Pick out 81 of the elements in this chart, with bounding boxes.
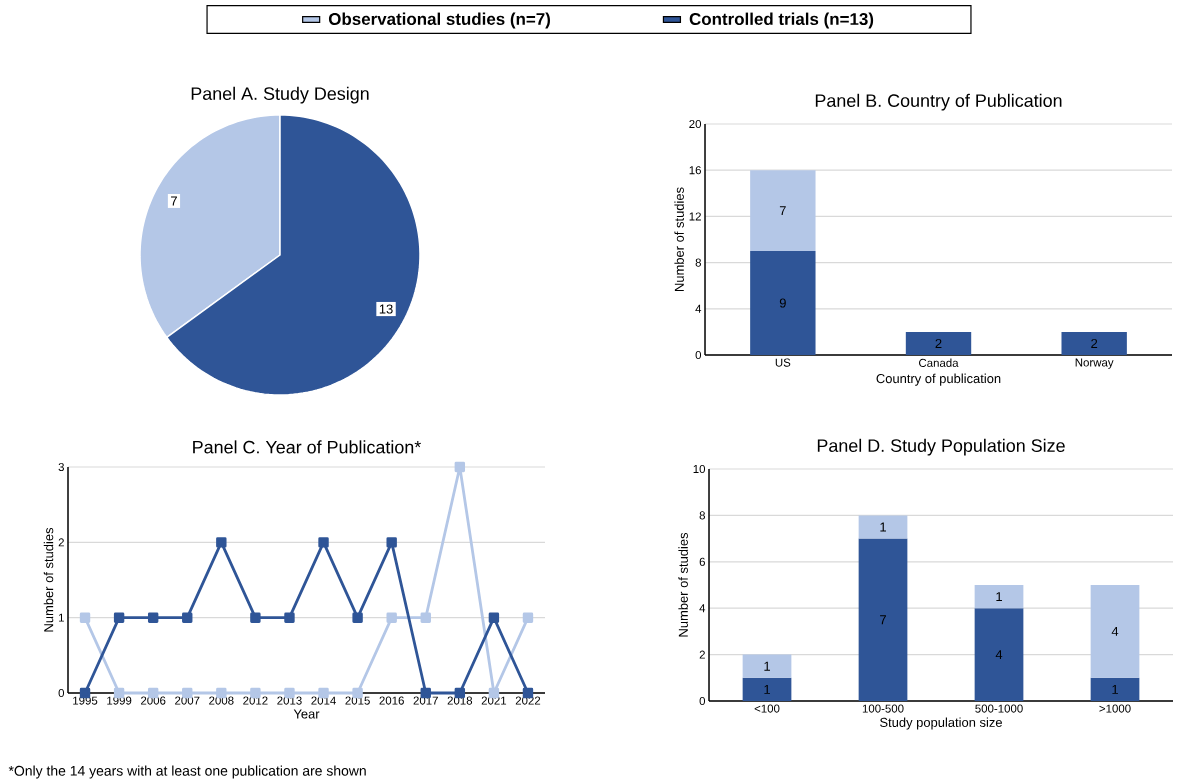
y-tick-label: 16 — [689, 166, 701, 175]
y-tick-label: 6 — [699, 557, 705, 566]
x-tick-label: Canada — [919, 358, 959, 367]
y-axis-title: Number of studies — [43, 527, 54, 632]
data-label: 4 — [1111, 626, 1119, 636]
data-label: 1 — [764, 684, 770, 694]
x-tick-label: 2006 — [141, 696, 166, 705]
text: Panel A. Study Design — [191, 86, 369, 104]
x-axis-title: Year — [293, 709, 320, 719]
bar — [742, 654, 792, 678]
y-tick-label: 12 — [689, 212, 701, 221]
chart-title: Panel B. Country of Publication — [815, 93, 1062, 111]
y-axis-title: Number of studies — [674, 187, 684, 291]
chart-title: Panel C. Year of Publication* — [193, 440, 421, 454]
data-label: 1 — [996, 592, 1002, 602]
y-tick-label: 8 — [699, 511, 705, 520]
bar — [750, 170, 816, 252]
data-label: 1 — [1112, 684, 1118, 694]
bar — [750, 251, 816, 355]
x-tick-label: 2008 — [209, 696, 234, 705]
bar — [905, 331, 972, 355]
text: *Only the 14 years with at least one publication are shown — [8, 765, 366, 779]
bar — [974, 608, 1024, 702]
y-tick-label: 1 — [58, 613, 64, 622]
bar — [1061, 331, 1127, 355]
x-tick-label: 100-500 — [862, 704, 904, 713]
data-label: 7 — [171, 196, 177, 206]
point — [386, 537, 397, 548]
bar — [858, 515, 908, 539]
y-tick-label: 0 — [699, 696, 706, 706]
x-tick-label: >1000 — [1099, 704, 1131, 713]
x-axis-title: Country of publication — [876, 373, 1001, 386]
x-tick-label: US — [775, 358, 791, 367]
bar — [1090, 677, 1140, 702]
point — [420, 612, 431, 623]
data-label: 2 — [1091, 338, 1098, 348]
point — [488, 612, 500, 623]
data-label: 2 — [935, 338, 942, 348]
x-axis-title: Study population size — [880, 717, 1002, 730]
point — [318, 537, 329, 548]
data-label: 9 — [779, 298, 786, 308]
legend-label: Observational studies (n=7) — [328, 12, 550, 29]
bar — [742, 677, 792, 702]
point — [182, 612, 193, 623]
chart-title: Panel D. Study Population Size — [817, 438, 1065, 456]
x-tick-label: 2022 — [515, 696, 541, 705]
x-tick-label: Norway — [1075, 358, 1114, 369]
bar — [858, 538, 908, 702]
y-tick-label: 0 — [695, 350, 702, 360]
data-label: 7 — [880, 615, 886, 625]
y-tick-label: 2 — [699, 650, 705, 659]
data-label: 4 — [995, 650, 1003, 660]
y-tick-label: 3 — [58, 462, 64, 472]
y-tick-label: 10 — [693, 464, 706, 474]
y-tick-label: 4 — [695, 304, 702, 313]
point — [454, 461, 466, 473]
data-label: 13 — [379, 304, 393, 314]
y-axis-title: Number of studies — [678, 532, 688, 637]
bar — [1090, 585, 1140, 678]
point — [522, 612, 534, 623]
data-label: 1 — [880, 522, 886, 532]
y-tick-label: 20 — [689, 119, 702, 129]
point — [386, 612, 397, 623]
point — [147, 612, 159, 623]
data-label: 1 — [764, 661, 770, 671]
y-tick-label: 0 — [58, 688, 65, 698]
x-tick-label: 2016 — [379, 696, 404, 705]
point — [216, 537, 227, 548]
y-tick-label: 2 — [58, 538, 64, 547]
point — [250, 612, 261, 623]
point — [352, 612, 363, 623]
x-tick-label: <100 — [754, 704, 780, 713]
y-tick-label: 8 — [695, 258, 701, 267]
point — [284, 612, 295, 623]
x-tick-label: 500-1000 — [975, 704, 1023, 713]
legend-label: Controlled trials (n=13) — [689, 12, 874, 29]
point — [79, 612, 91, 623]
data-label: 7 — [779, 206, 786, 216]
y-tick-label: 4 — [699, 604, 706, 613]
bar — [974, 585, 1024, 609]
point — [113, 612, 125, 623]
